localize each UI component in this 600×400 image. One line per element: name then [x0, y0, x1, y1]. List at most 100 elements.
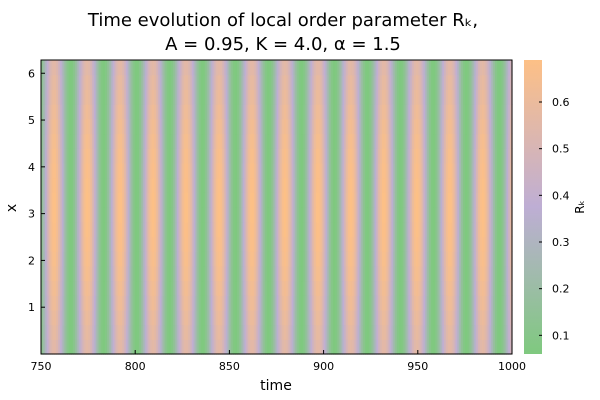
heatmap-cell	[195, 309, 198, 326]
heatmap-cell	[41, 207, 44, 223]
heatmap-cell	[436, 74, 440, 90]
heatmap-cell	[272, 221, 276, 237]
heatmap-cell	[353, 207, 357, 223]
heatmap-cell	[493, 295, 496, 311]
heatmap-cell	[489, 265, 492, 282]
heatmap-cell	[365, 177, 368, 193]
heatmap-cell	[231, 280, 234, 296]
heatmap-cell	[223, 148, 227, 164]
heatmap-cell	[167, 89, 170, 105]
heatmap-cell	[306, 148, 310, 164]
heatmap-cell	[212, 295, 215, 311]
heatmap-cell	[476, 192, 479, 208]
heatmap-cell	[272, 251, 276, 267]
heatmap-cell	[308, 118, 312, 135]
heatmap-cell	[368, 74, 372, 90]
heatmap-cell	[176, 251, 180, 267]
heatmap-cell	[84, 104, 87, 120]
heatmap-cell	[142, 133, 146, 149]
heatmap-cell	[186, 89, 189, 105]
heatmap-cell	[69, 74, 72, 90]
heatmap-cell	[451, 60, 455, 76]
heatmap-cell	[457, 309, 460, 326]
heatmap-cell	[150, 148, 153, 164]
heatmap-cell	[73, 207, 76, 223]
heatmap-cell	[446, 339, 449, 355]
heatmap-cell	[125, 74, 129, 90]
heatmap-cell	[430, 309, 434, 326]
heatmap-cell	[325, 118, 328, 135]
heatmap-cell	[387, 89, 391, 105]
heatmap-cell	[282, 104, 285, 120]
heatmap-cell	[223, 60, 227, 76]
heatmap-cell	[295, 148, 298, 164]
heatmap-cell	[250, 192, 253, 208]
heatmap-cell	[206, 162, 210, 179]
heatmap-cell	[432, 236, 436, 252]
heatmap-cell	[412, 339, 415, 355]
heatmap-cell	[133, 177, 136, 193]
heatmap-cell	[123, 192, 127, 208]
heatmap-cell	[380, 162, 383, 179]
heatmap-cell	[408, 221, 411, 237]
heatmap-cell	[125, 251, 129, 267]
heatmap-cell	[414, 74, 417, 90]
heatmap-cell	[154, 309, 157, 326]
heatmap-cell	[159, 236, 163, 252]
heatmap-cell	[129, 324, 133, 340]
heatmap-cell	[120, 177, 123, 193]
heatmap-cell	[372, 118, 376, 135]
heatmap-cell	[325, 89, 328, 105]
heatmap-cell	[105, 74, 108, 90]
heatmap-cell	[253, 74, 257, 90]
heatmap-cell	[199, 74, 202, 90]
heatmap-cell	[74, 133, 78, 149]
heatmap-cell	[257, 118, 261, 135]
heatmap-cell	[312, 148, 315, 164]
heatmap-cell	[487, 309, 490, 326]
heatmap-cell	[106, 118, 110, 135]
heatmap-cell	[235, 295, 238, 311]
heatmap-cell	[404, 236, 408, 252]
heatmap-cell	[470, 324, 474, 340]
heatmap-cell	[334, 89, 338, 105]
heatmap-cell	[152, 309, 155, 326]
heatmap-cell	[218, 221, 221, 237]
heatmap-cell	[212, 177, 215, 193]
heatmap-cell	[142, 162, 146, 179]
heatmap-cell	[214, 251, 217, 267]
heatmap-cell	[123, 104, 127, 120]
heatmap-cell	[140, 309, 144, 326]
heatmap-cell	[440, 251, 443, 267]
heatmap-cell	[146, 309, 149, 326]
heatmap-cell	[349, 89, 353, 105]
heatmap-cell	[342, 133, 345, 149]
heatmap-cell	[210, 177, 214, 193]
heatmap-cell	[436, 60, 440, 76]
heatmap-cell	[155, 309, 159, 326]
heatmap-cell	[368, 104, 372, 120]
heatmap-cell	[506, 324, 509, 340]
heatmap-cell	[131, 89, 134, 105]
heatmap-cell	[74, 148, 78, 164]
heatmap-cell	[299, 251, 302, 267]
heatmap-cell	[385, 324, 389, 340]
heatmap-cell	[321, 280, 325, 296]
heatmap-cell	[365, 148, 368, 164]
heatmap-cell	[169, 162, 172, 179]
heatmap-cell	[157, 324, 161, 340]
heatmap-cell	[129, 339, 133, 355]
heatmap-cell	[176, 324, 180, 340]
heatmap-cell	[370, 74, 374, 90]
heatmap-cell	[449, 104, 453, 120]
heatmap-cell	[50, 74, 53, 90]
heatmap-cell	[50, 236, 53, 252]
heatmap-cell	[69, 339, 72, 355]
heatmap-cell	[242, 207, 246, 223]
heatmap-cell	[442, 177, 445, 193]
heatmap-cell	[278, 177, 281, 193]
heatmap-cell	[199, 162, 202, 179]
heatmap-cell	[48, 236, 52, 252]
heatmap-cell	[118, 133, 121, 149]
heatmap-cell	[89, 251, 93, 267]
